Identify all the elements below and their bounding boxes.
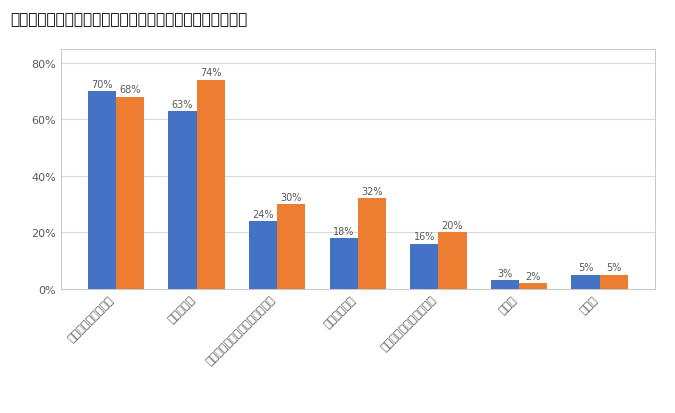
Text: 16%: 16%	[414, 232, 435, 242]
Text: 74%: 74%	[200, 68, 221, 78]
Bar	[196, 81, 225, 289]
Bar	[438, 233, 466, 289]
Bar	[519, 283, 547, 289]
Text: 20%: 20%	[441, 221, 463, 230]
Bar	[599, 275, 628, 289]
Text: 2%: 2%	[525, 271, 541, 281]
Text: 18%: 18%	[333, 226, 354, 236]
Text: 68%: 68%	[119, 85, 141, 95]
Text: 30%: 30%	[281, 192, 302, 202]
Bar	[491, 281, 519, 289]
Text: ［図表４］内定承諾先決定における相談相手（複数回答）: ［図表４］内定承諾先決定における相談相手（複数回答）	[10, 12, 247, 27]
Bar	[571, 275, 599, 289]
Bar	[410, 244, 438, 289]
Text: 32%: 32%	[361, 187, 383, 197]
Bar	[277, 204, 305, 289]
Text: 24%: 24%	[252, 209, 274, 219]
Bar	[88, 92, 116, 289]
Text: 63%: 63%	[171, 100, 193, 109]
Bar	[358, 199, 386, 289]
Bar	[329, 238, 358, 289]
Bar	[249, 221, 277, 289]
Bar	[168, 112, 196, 289]
Text: 70%: 70%	[91, 80, 113, 90]
Bar	[116, 97, 144, 289]
Text: 3%: 3%	[497, 268, 512, 278]
Text: 5%: 5%	[606, 263, 621, 273]
Text: 5%: 5%	[578, 263, 593, 273]
